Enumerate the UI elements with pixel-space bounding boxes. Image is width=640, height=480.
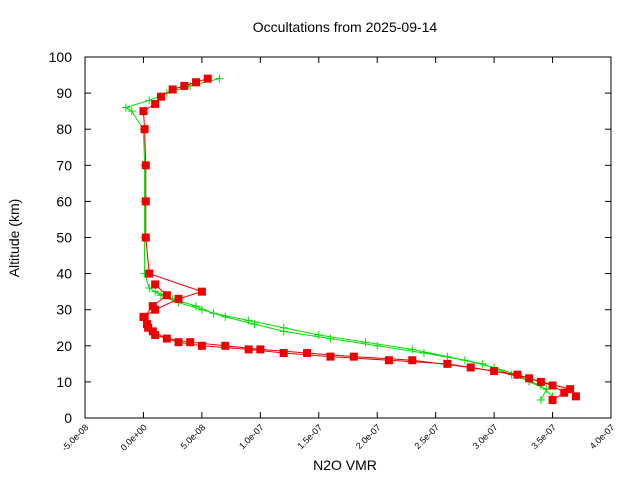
y-tick-label: 10 [56,374,72,390]
y-tick-label: 60 [56,193,72,209]
data-point [139,107,148,116]
y-tick-label: 50 [56,230,72,246]
x-tick-label: 2.5e-07 [412,422,441,451]
data-point [192,78,201,87]
data-point [141,161,150,170]
series-red-profiles [139,74,580,404]
data-point [326,334,335,343]
x-tick-label: 0.0e+00 [119,422,149,452]
data-point [180,81,189,90]
data-point [256,345,265,354]
y-tick-label: 80 [56,121,72,137]
y-tick-label: 90 [56,85,72,101]
data-point [151,330,160,339]
data-point [536,395,545,404]
data-point [408,356,417,365]
data-point [168,85,177,94]
data-point [490,367,499,376]
profile-line [154,291,553,397]
data-point [174,338,183,347]
data-point [244,345,253,354]
data-point [279,323,288,332]
data-point [443,359,452,368]
y-tick-label: 30 [56,302,72,318]
data-point [314,330,323,339]
data-point [215,74,224,83]
data-point [244,316,253,325]
data-point [303,349,312,358]
data-point [419,349,428,358]
data-point [141,233,150,242]
data-point [156,92,165,101]
data-point [151,287,160,296]
data-point [560,388,569,397]
data-point [145,269,154,278]
x-tick-label: 3.5e-07 [529,422,558,451]
x-axis-label: N2O VMR [313,457,377,473]
data-point [326,352,335,361]
data-point [408,345,417,354]
data-point [141,197,150,206]
x-tick-label: 3.0e-07 [471,422,500,451]
data-point [148,302,157,311]
x-tick-label: 1.5e-07 [296,422,325,451]
axis-ticks: -5.0e-08 0.0e+00 5.0e-08 1.0e-07 1.5e-07 2.0e… [49,49,617,453]
data-point [203,74,212,83]
data-point [197,341,206,350]
data-point [373,341,382,350]
y-axis-label: Altitude (km) [6,199,22,278]
y-tick-label: 70 [56,157,72,173]
data-point [192,302,201,311]
data-point [221,341,230,350]
data-point [478,359,487,368]
series-green-profiles [121,74,557,404]
data-point [525,374,534,383]
data-point [548,381,557,390]
y-tick-label: 40 [56,266,72,282]
data-point [209,309,218,318]
chart-title: Occultations from 2025-09-14 [253,19,438,35]
data-point [197,287,206,296]
data-point [443,352,452,361]
x-tick-label: -5.0e-08 [60,422,91,453]
data-point [174,294,183,303]
data-point [384,356,393,365]
data-point [566,385,575,394]
x-tick-label: 4.0e-07 [588,422,617,451]
data-point [151,280,160,289]
data-point [162,291,171,300]
profile-line [142,78,577,397]
data-point [349,352,358,361]
y-tick-label: 100 [49,49,73,65]
data-point [548,395,557,404]
data-point [186,338,195,347]
data-point [221,312,230,321]
plot-marks [121,74,580,404]
data-point [151,99,160,108]
data-point [513,370,522,379]
data-point [279,349,288,358]
data-point [127,107,136,116]
x-tick-label: 5.0e-08 [179,422,208,451]
plot-frame [84,56,612,419]
data-point [361,338,370,347]
data-point [140,125,149,134]
y-tick-label: 20 [56,338,72,354]
y-tick-label: 0 [64,410,72,426]
x-tick-label: 2.0e-07 [354,422,383,451]
data-point [121,103,130,112]
data-point [571,392,580,401]
data-point [140,312,149,321]
data-point [144,323,153,332]
x-tick-label: 1.0e-07 [237,422,266,451]
profile-line [124,78,548,401]
